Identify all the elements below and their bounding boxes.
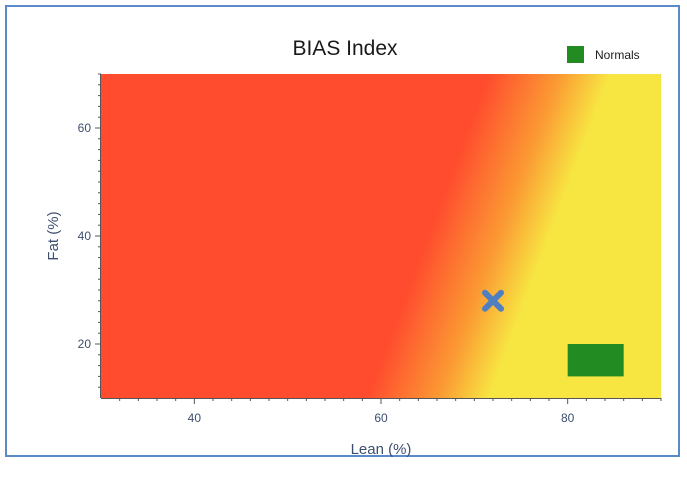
axes: 40 60 80 20 40 60: [78, 73, 662, 425]
y-tick-label: 20: [78, 337, 92, 351]
y-axis-label: Fat (%): [45, 211, 62, 260]
x-tick-label: 40: [188, 411, 202, 425]
marker-stroke-2: [482, 289, 504, 312]
y-tick-label: 40: [78, 229, 92, 243]
legend-label-normals: Normals: [595, 48, 640, 62]
bias-marker: [482, 289, 504, 312]
x-tick-label: 80: [561, 411, 575, 425]
normals-region: [567, 344, 624, 377]
x-axis-label: Lean (%): [351, 441, 412, 458]
y-tick-label: 60: [78, 121, 92, 135]
legend: Normals: [567, 46, 640, 63]
legend-swatch-normals: [567, 46, 584, 63]
chart-title: BIAS Index: [292, 37, 398, 60]
x-tick-label: 60: [374, 411, 388, 425]
